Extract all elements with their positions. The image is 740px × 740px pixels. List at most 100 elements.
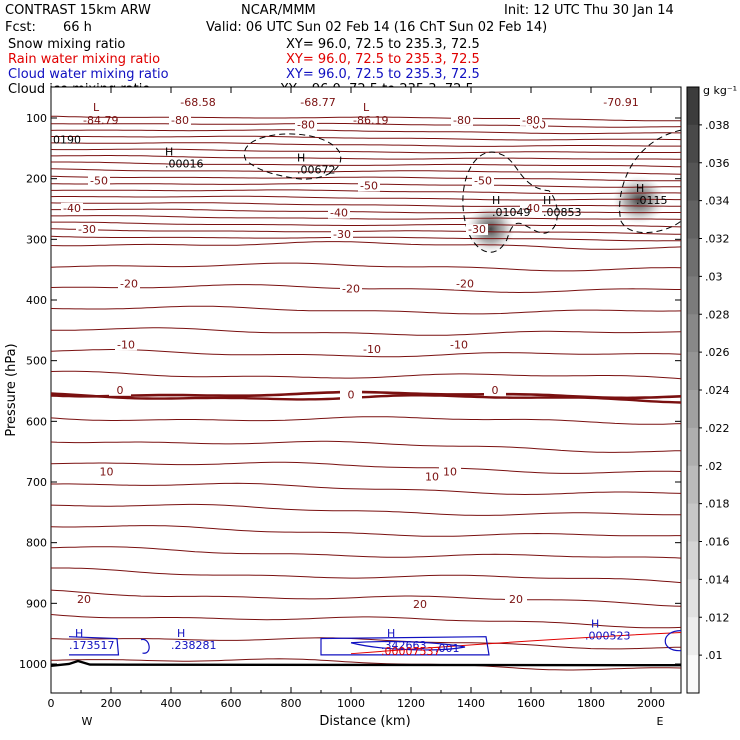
contour-label: -30	[468, 223, 486, 236]
isotherm-line	[51, 262, 681, 272]
field-snow-xy: XY= 96.0, 72.5 to 235.3, 72.5	[286, 37, 480, 52]
contour-label-bg	[439, 466, 461, 478]
contour-label: -80	[522, 114, 540, 127]
contour-label-bg	[421, 471, 443, 483]
colorbar-bin	[687, 352, 699, 391]
contour-label: -10	[117, 338, 135, 351]
field-cloudwater-xy: XY= 96.0, 72.5 to 235.3, 72.5	[286, 67, 480, 82]
high-value: .00672	[297, 164, 336, 177]
colorbar-tick-label: .014	[705, 573, 730, 586]
surface-high-marker: H	[75, 627, 83, 640]
colorbar-bin	[687, 655, 699, 694]
colorbar-tick-label: .038	[705, 119, 730, 132]
contour-label: 0	[117, 384, 124, 397]
x-tick-label: 1600	[517, 697, 545, 710]
colorbar-bin	[687, 427, 699, 467]
axes: 0 200 400 600 800 1000 1200 1400 1600 1800 2000100…	[19, 87, 681, 710]
isotherm-line	[51, 589, 681, 607]
rain-contour	[350, 631, 681, 655]
x-tick-label: 400	[161, 697, 182, 710]
colorbar-tick-label: .012	[705, 611, 730, 624]
ice-max-shading-2	[613, 175, 665, 224]
x-tick-label: 1800	[577, 697, 605, 710]
contour-label-bg	[340, 389, 362, 401]
isotherm-line	[51, 208, 681, 214]
contour-label: 20	[413, 598, 427, 611]
init-time: Init: 12 UTC Thu 30 Jan 14	[504, 3, 674, 18]
isotherm-line	[51, 221, 681, 228]
y-tick-label: 300	[26, 233, 47, 246]
x-tick-label: 1400	[457, 697, 485, 710]
snow-contour-2	[462, 151, 558, 253]
high-value: .00016	[165, 157, 204, 170]
surface-high-value: .173517	[69, 639, 115, 652]
y-tick-label: 900	[26, 597, 47, 610]
y-axis-label: Pressure (hPa)	[4, 343, 19, 436]
contour-label-bg	[73, 594, 95, 606]
isotherm-line	[51, 215, 681, 220]
colorbar-tick-label: .024	[705, 384, 730, 397]
chart-title: CONTRAST 15km ARW	[5, 3, 151, 18]
isotherm-line	[51, 349, 681, 358]
isotherm-line	[51, 202, 681, 207]
isotherm-line	[51, 567, 681, 584]
contour-label-bg	[409, 598, 431, 610]
isotherm-zero	[51, 390, 681, 400]
contour-label-bg	[61, 202, 83, 214]
x-tick-label: 1200	[397, 697, 425, 710]
isotherm-line	[51, 327, 681, 336]
snow-contour-3	[619, 129, 681, 234]
valid-time: Valid: 06 UTC Sun 02 Feb 14 (16 ChT Sun …	[206, 20, 547, 35]
east-label: E	[657, 715, 664, 728]
contour-label-bg	[115, 339, 137, 351]
contour-label: -80	[453, 114, 471, 127]
contour-label: -20	[456, 278, 474, 291]
contour-label-bg	[466, 224, 488, 236]
west-label: W	[82, 715, 93, 728]
x-tick-label: 2000	[637, 697, 665, 710]
ice-max-shading-1	[466, 205, 515, 254]
high-value: .01049	[492, 206, 531, 219]
high-value: .00853	[543, 206, 582, 219]
contour-label: 10	[100, 466, 114, 479]
isotherm-line	[51, 461, 681, 474]
x-tick-label: 0	[48, 697, 55, 710]
colorbar-bin	[687, 200, 699, 239]
surface-high-marker: H	[591, 618, 599, 631]
cloud-water-contour-4	[350, 640, 466, 651]
isotherm-line	[51, 161, 681, 168]
surface-high-marker: H	[177, 627, 185, 640]
y-tick-label: 1000	[19, 658, 47, 671]
isotherm-line	[51, 168, 681, 175]
colorbar-bin	[687, 465, 699, 505]
colorbar-tick-label: .03	[705, 270, 723, 283]
isotherm-line	[51, 122, 681, 128]
contour-label-bg	[109, 384, 131, 396]
surface-high-value: .000523	[585, 630, 631, 643]
isotherm-line	[51, 546, 681, 559]
colorbar-bin	[687, 541, 699, 580]
colorbar-bin	[687, 162, 699, 202]
y-tick-label: 700	[26, 476, 47, 489]
colorbar-bin	[687, 314, 699, 353]
contour-label-bg	[448, 339, 470, 351]
fcst-value: 66 h	[63, 20, 92, 35]
contour-label: 10	[425, 471, 439, 484]
plot-area: 20 20 20 10 10 10 0 0 0 -10 -10 -10 -20 -20 -20 -30 -30 -…	[51, 96, 681, 671]
top-extreme-value: -68.58	[180, 96, 215, 109]
contour-label: 0	[348, 389, 355, 402]
high-value: .0115	[636, 194, 668, 207]
y-tick-label: 200	[26, 173, 47, 186]
colorbar-tick-label: .018	[705, 498, 730, 511]
isotherm-line	[51, 129, 681, 135]
snow-contour-1	[243, 133, 342, 180]
field-rain-name: Rain water mixing ratio	[8, 52, 160, 67]
contour-label: -30	[78, 223, 96, 236]
cloud-water-contour-5	[664, 630, 681, 652]
colorbar-bin	[687, 124, 699, 164]
contour-label: -40	[63, 202, 81, 215]
contour-label: -40	[330, 207, 348, 220]
isotherm-line	[51, 135, 681, 141]
isotherm-line	[51, 175, 681, 182]
contour-label-bg	[88, 175, 110, 187]
